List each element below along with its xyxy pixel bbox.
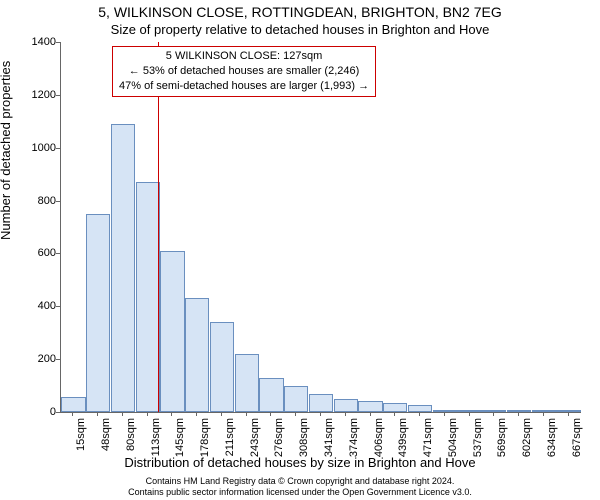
annotation-line1: 5 WILKINSON CLOSE: 127sqm (119, 49, 369, 64)
x-tick-mark (543, 412, 544, 416)
x-tick-mark (246, 412, 247, 416)
x-tick-mark (270, 412, 271, 416)
y-tick-mark (56, 359, 60, 360)
histogram-bar (309, 394, 333, 413)
histogram-bar (433, 410, 457, 412)
y-tick-mark (56, 148, 60, 149)
x-tick-mark (72, 412, 73, 416)
y-tick-mark (56, 253, 60, 254)
y-tick-label: 1400 (16, 36, 56, 48)
y-axis-label: Number of detached properties (0, 61, 13, 240)
x-tick-mark (97, 412, 98, 416)
x-tick-mark (196, 412, 197, 416)
x-tick-mark (568, 412, 569, 416)
histogram-bar (259, 378, 283, 412)
histogram-bar (61, 397, 85, 412)
histogram-bar (160, 251, 184, 412)
annotation-line3: 47% of semi-detached houses are larger (… (119, 79, 369, 94)
y-tick-mark (56, 42, 60, 43)
x-tick-mark (345, 412, 346, 416)
histogram-bar (408, 405, 432, 412)
y-tick-mark (56, 306, 60, 307)
y-tick-label: 200 (16, 353, 56, 365)
histogram-bar (532, 410, 556, 412)
y-tick-label: 1200 (16, 89, 56, 101)
footer-line1: Contains HM Land Registry data © Crown c… (0, 476, 600, 487)
x-tick-mark (444, 412, 445, 416)
x-tick-mark (171, 412, 172, 416)
x-axis-label: Distribution of detached houses by size … (0, 455, 600, 470)
histogram-bar (235, 354, 259, 412)
chart-container: 5, WILKINSON CLOSE, ROTTINGDEAN, BRIGHTO… (0, 0, 600, 500)
annotation-line2: ← 53% of detached houses are smaller (2,… (119, 64, 369, 79)
histogram-bar (136, 182, 160, 412)
histogram-bar (210, 322, 234, 412)
y-tick-label: 1000 (16, 142, 56, 154)
y-tick-mark (56, 201, 60, 202)
y-tick-mark (56, 412, 60, 413)
histogram-bar (185, 298, 209, 412)
x-tick-mark (295, 412, 296, 416)
histogram-bar (556, 410, 580, 412)
chart-title-line2: Size of property relative to detached ho… (0, 22, 600, 37)
histogram-bar (334, 399, 358, 412)
x-tick-mark (147, 412, 148, 416)
reference-line (158, 42, 159, 412)
y-tick-label: 800 (16, 195, 56, 207)
y-tick-label: 600 (16, 247, 56, 259)
x-tick-mark (419, 412, 420, 416)
x-tick-mark (221, 412, 222, 416)
x-tick-mark (518, 412, 519, 416)
footer-attribution: Contains HM Land Registry data © Crown c… (0, 476, 600, 498)
y-tick-label: 400 (16, 300, 56, 312)
chart-title-line1: 5, WILKINSON CLOSE, ROTTINGDEAN, BRIGHTO… (0, 4, 600, 20)
x-tick-mark (493, 412, 494, 416)
histogram-bar (86, 214, 110, 412)
x-tick-mark (394, 412, 395, 416)
histogram-bar (358, 401, 382, 412)
x-tick-mark (122, 412, 123, 416)
histogram-bar (284, 386, 308, 412)
y-tick-mark (56, 95, 60, 96)
histogram-bar (383, 403, 407, 412)
footer-line2: Contains public sector information licen… (0, 487, 600, 498)
histogram-bar (457, 410, 481, 412)
histogram-bar (111, 124, 135, 412)
x-tick-mark (370, 412, 371, 416)
plot-area (60, 42, 581, 413)
x-tick-mark (320, 412, 321, 416)
annotation-box: 5 WILKINSON CLOSE: 127sqm ← 53% of detac… (112, 46, 376, 97)
x-tick-mark (469, 412, 470, 416)
y-tick-label: 0 (16, 406, 56, 418)
